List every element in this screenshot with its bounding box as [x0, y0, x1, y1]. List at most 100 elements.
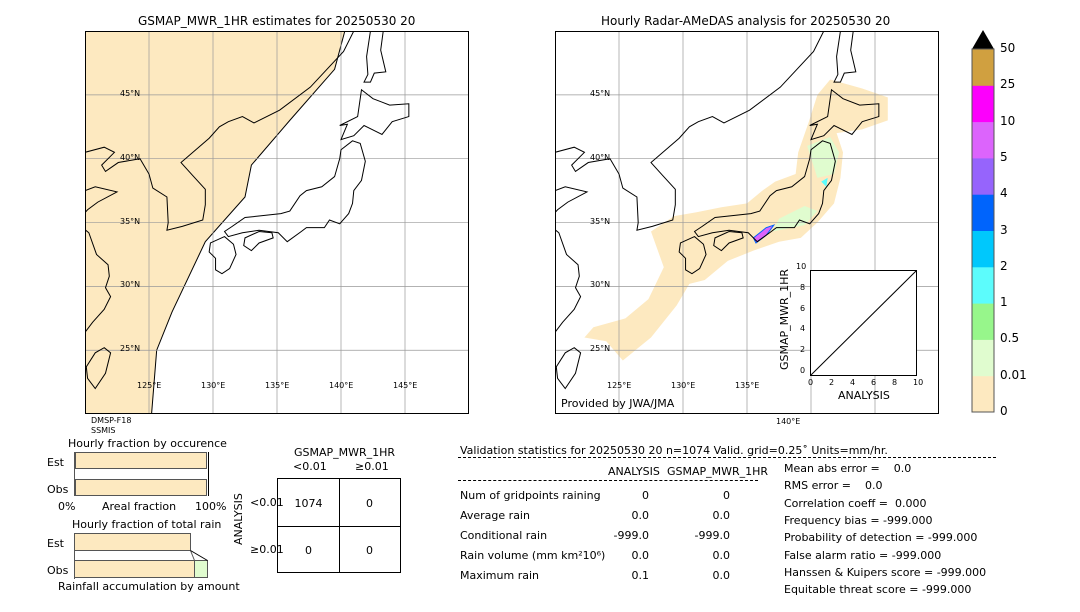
inset-scatter-plot [810, 270, 917, 376]
sensor-line: SSMIS [91, 426, 116, 435]
coastline-taiwan [85, 347, 112, 390]
row-header: ≥0.01 [250, 543, 284, 556]
credit-label: Provided by JWA/JMA [561, 397, 675, 410]
stats-col-gsmap: GSMAP_MWR_1HR [667, 465, 769, 478]
longitude-label: 130°E [671, 381, 696, 390]
colorbar-tick-label: 4 [1000, 186, 1008, 201]
total-rain-axes [74, 533, 208, 579]
stats-value-analysis: 0.0 [631, 549, 650, 562]
stats-row-label: Rain volume (mm km²10⁶) [460, 549, 606, 562]
row-header: <0.01 [250, 496, 284, 509]
score-line: Mean abs error = 0.0 [784, 462, 912, 475]
stats-value-analysis: -999.0 [613, 529, 649, 542]
coastline-honshu [223, 140, 366, 243]
latitude-label: 30°N [120, 280, 141, 290]
inset-xlabel: ANALYSIS [838, 389, 890, 402]
stats-value-gsmap: 0.0 [712, 509, 731, 522]
longitude-label: 125°E [607, 381, 632, 390]
inset-ytick: 6 [800, 303, 806, 313]
obs-segment-0.01 [74, 560, 195, 578]
col-header: ≥0.01 [355, 460, 389, 473]
colorbar-segment [972, 85, 994, 123]
stats-row-label: Conditional rain [460, 529, 548, 542]
coastline-korea [85, 31, 355, 231]
colorbar [971, 30, 995, 413]
inset-ytick: 4 [800, 324, 806, 334]
right-map-title: Hourly Radar-AMeDAS analysis for 2025053… [601, 14, 891, 28]
occurrence-title: Hourly fraction by occurence [68, 437, 227, 450]
latitude-label: 45°N [590, 88, 611, 98]
light-rain-area [772, 205, 818, 232]
contingency-title: GSMAP_MWR_1HR [294, 446, 396, 459]
score-line: Frequency bias = -999.000 [784, 513, 933, 527]
latitude-label: 30°N [590, 280, 611, 290]
coastline-hokkaido [339, 88, 410, 141]
stats-value-gsmap: 0.0 [712, 549, 731, 562]
score-line: Equitable threat score = -999.000 [784, 583, 972, 597]
inset-ylabel: GSMAP_MWR_1HR [778, 268, 791, 370]
colorbar-tick-label: 1 [1000, 295, 1008, 310]
longitude-label: 140°E [776, 417, 801, 426]
contingency-table: 1074 0 0 0 [277, 478, 401, 573]
coastline-korea [555, 31, 825, 231]
colorbar-tick-label: 10 [1000, 113, 1016, 128]
divider [458, 457, 996, 458]
colorbar-segment [972, 121, 994, 159]
occurrence-axes [74, 452, 209, 496]
longitude-label: 140°E [329, 381, 354, 390]
stats-value-gsmap: 0 [723, 489, 730, 502]
longitude-label: 130°E [201, 381, 226, 390]
stats-value-analysis: 0.0 [631, 509, 650, 522]
inset-xtick: 6 [871, 378, 877, 387]
colorbar-segment [972, 303, 994, 340]
moderate-rain-area [821, 177, 828, 187]
coastline-hokkaido [809, 88, 880, 141]
stats-row-label: Num of gridpoints raining [460, 489, 601, 502]
colorbar-segment [972, 339, 994, 377]
table-cell: 0 [366, 497, 373, 510]
sensor-label: DMSP-F18 SSMIS [91, 416, 131, 436]
obs-label: Obs [47, 483, 69, 496]
colorbar-tick-label: 5 [1000, 149, 1008, 164]
score-line: Hanssen & Kuipers score = -999.000 [784, 565, 987, 579]
colorbar-tick-label: 2 [1000, 258, 1008, 273]
colorbar-segment [972, 266, 994, 304]
score-line: RMS error = 0.0 [784, 479, 883, 493]
total-rain-title: Hourly fraction of total rain [72, 518, 222, 531]
table-cell: 1074 [294, 497, 323, 510]
obs-occurrence-bar [75, 479, 207, 496]
colorbar-tick-label: 25 [1000, 77, 1016, 92]
score-line: Probability of detection = -999.000 [784, 531, 978, 545]
inset-ytick: 2 [800, 345, 806, 355]
colorbar-tick-label: 3 [1000, 222, 1008, 237]
row-axis-label: ANALYSIS [232, 493, 245, 545]
diagonal-line [810, 270, 917, 376]
stats-col-analysis: ANALYSIS [608, 465, 660, 478]
colorbar-segment [972, 230, 994, 268]
longitude-label: 135°E [735, 381, 760, 390]
est-occurrence-bar [75, 452, 207, 469]
obs-label: Obs [47, 564, 69, 577]
xtick-0: 0% [58, 500, 76, 513]
colorbar-tick-label: 0.5 [1000, 331, 1020, 346]
colorbar-tick-label: 50 [1000, 41, 1016, 55]
score-line: False alarm ratio = -999.000 [784, 548, 942, 562]
coastline-china [555, 186, 589, 414]
inset-xtick: 8 [892, 378, 898, 387]
stats-row-label: Average rain [460, 509, 530, 522]
table-cell: 0 [305, 544, 312, 557]
inset-xtick: 2 [829, 378, 835, 387]
left-map [85, 31, 469, 414]
latitude-label: 25°N [590, 344, 611, 354]
obs-segment-0.5 [194, 560, 208, 578]
occurrence-xlabel: Areal fraction [102, 500, 177, 513]
stats-header: Validation statistics for 20250530 20 n=… [460, 444, 888, 457]
coastline-kyushu [678, 236, 707, 275]
inset-xtick: 4 [850, 378, 856, 387]
coastline-kyushu [208, 236, 237, 275]
inset-ytick: 0 [800, 366, 806, 375]
latitude-label: 35°N [120, 216, 141, 226]
stats-value-gsmap: 0.0 [712, 569, 731, 582]
col-header: <0.01 [293, 460, 327, 473]
